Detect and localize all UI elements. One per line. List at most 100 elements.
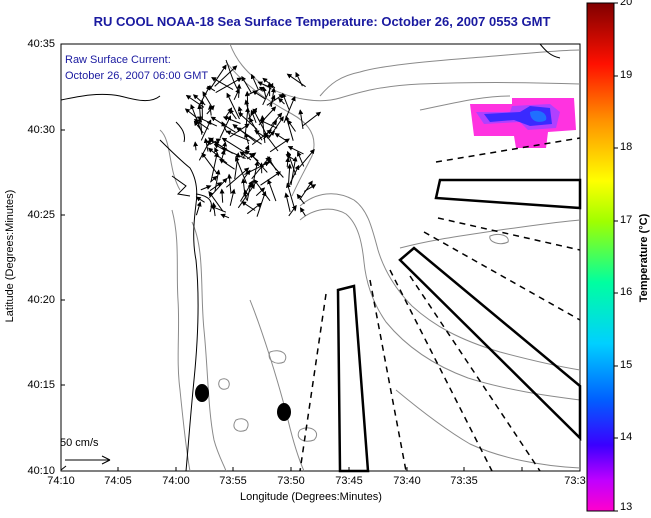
current-vector <box>234 152 241 179</box>
current-vector <box>215 77 243 94</box>
colorbar-tick-label: 20 <box>620 0 633 8</box>
current-vector <box>233 88 240 101</box>
current-vector <box>185 94 205 108</box>
current-vector <box>213 143 225 151</box>
current-vector <box>269 138 290 153</box>
y-axis-label: Latitude (Degrees:Minutes) <box>4 189 16 323</box>
current-vector <box>190 103 203 133</box>
current-vector <box>200 119 212 141</box>
current-vector <box>195 201 202 216</box>
current-vector <box>264 132 279 152</box>
current-vector <box>200 185 212 191</box>
current-vector <box>267 179 277 202</box>
current-vector <box>198 139 211 161</box>
colorbar-tick-label: 13 <box>620 501 633 513</box>
current-vector <box>301 111 322 127</box>
y-tick-label: 40:25 <box>27 209 55 221</box>
current-vector <box>274 132 287 141</box>
current-vector <box>229 123 250 138</box>
current-vector <box>214 169 221 192</box>
axis-ticks <box>60 43 581 472</box>
antenna-beam-outlines <box>299 137 582 473</box>
current-vector <box>221 121 228 133</box>
colorbar-tick-label: 15 <box>620 359 633 371</box>
current-vector <box>220 213 230 219</box>
map-title: RU COOL NOAA-18 Sea Surface Temperature:… <box>93 14 551 29</box>
current-vector <box>201 152 218 174</box>
current-vector <box>299 207 306 217</box>
colorbar-tick-label: 16 <box>620 286 633 298</box>
current-vector <box>243 189 249 201</box>
colorbar-tick-label: 19 <box>620 69 633 81</box>
x-tick-label: 73:40 <box>393 475 421 487</box>
current-vector <box>221 147 246 159</box>
station-marker-2 <box>277 403 291 421</box>
current-vector <box>226 92 240 120</box>
current-vector <box>203 137 209 152</box>
current-vector <box>256 190 267 217</box>
colorbar <box>586 2 615 512</box>
current-vector <box>298 148 315 169</box>
current-vector <box>247 107 258 120</box>
current-vector <box>287 119 296 132</box>
current-vector <box>255 187 266 197</box>
current-vector <box>259 119 278 129</box>
current-vector <box>220 149 226 161</box>
x-tick-label: 73:35 <box>450 475 478 487</box>
colorbar-tick-label: 18 <box>620 141 633 153</box>
current-vector <box>229 188 236 206</box>
current-vector <box>222 116 241 124</box>
current-vector <box>211 77 234 91</box>
current-vector <box>252 90 266 100</box>
current-vector <box>288 204 297 217</box>
y-tick-label: 40:15 <box>27 379 55 391</box>
current-vector <box>260 171 282 186</box>
scale-arrow <box>65 455 111 465</box>
current-vector <box>237 106 243 116</box>
current-vector <box>241 75 252 94</box>
current-vector <box>258 106 277 126</box>
current-vector <box>219 188 225 203</box>
current-vector <box>266 130 276 139</box>
current-vector <box>221 137 246 154</box>
current-time: October 26, 2007 06:00 GMT <box>65 70 209 82</box>
current-vector <box>206 105 215 115</box>
current-vector <box>243 169 251 179</box>
current-vector <box>254 130 265 138</box>
current-vector <box>239 180 254 202</box>
current-vector <box>285 157 291 168</box>
current-vector <box>262 82 274 106</box>
current-vector <box>193 141 199 151</box>
y-tick-label: 40:30 <box>27 124 55 136</box>
current-vector <box>278 97 285 105</box>
current-vector <box>192 94 206 106</box>
x-tick-label: 73:55 <box>219 475 247 487</box>
current-vector <box>250 73 259 90</box>
x-tick-label: 73:3 <box>564 475 586 487</box>
current-vector <box>286 150 297 175</box>
current-vector <box>227 173 232 194</box>
current-vector <box>244 107 251 136</box>
current-vector <box>210 205 227 213</box>
scale-label: 50 cm/s <box>60 437 99 449</box>
current-vector <box>218 158 235 170</box>
sst-patch <box>470 98 576 148</box>
colorbar-tick-label: 14 <box>620 431 633 443</box>
current-vector <box>296 151 305 167</box>
current-vector <box>219 115 232 139</box>
current-vector <box>237 183 256 209</box>
current-vector <box>229 108 237 120</box>
current-vector <box>244 132 250 145</box>
current-vector <box>271 112 283 126</box>
current-vector <box>249 152 268 173</box>
x-tick-label: 73:45 <box>335 475 363 487</box>
current-vector <box>296 193 305 205</box>
current-vector <box>225 130 250 142</box>
current-vector <box>284 192 291 213</box>
current-vector <box>262 77 276 89</box>
current-vector <box>244 90 250 107</box>
current-vector <box>246 202 262 215</box>
x-tick-label: 73:50 <box>277 475 305 487</box>
current-vector-field <box>184 64 322 219</box>
